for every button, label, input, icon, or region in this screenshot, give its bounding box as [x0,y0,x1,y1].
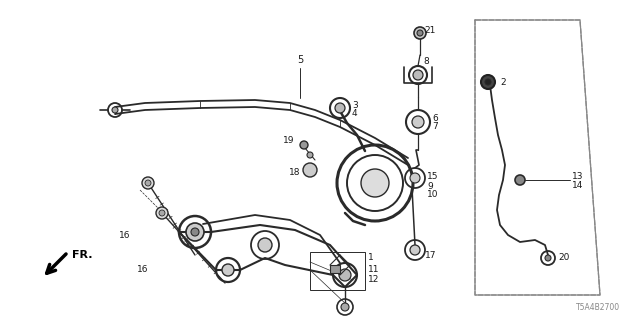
Bar [330,265,340,273]
Circle shape [300,141,308,149]
Circle shape [191,228,199,236]
Circle shape [414,27,426,39]
Circle shape [545,255,551,261]
Circle shape [410,173,420,183]
Text: 2: 2 [500,77,506,86]
Text: 19: 19 [282,135,294,145]
Text: 6: 6 [432,114,438,123]
Text: 7: 7 [432,122,438,131]
Text: 16: 16 [118,230,130,239]
Text: 5: 5 [297,55,303,65]
Text: 20: 20 [558,253,570,262]
Circle shape [339,269,351,281]
Circle shape [307,152,313,158]
Circle shape [410,245,420,255]
Circle shape [156,207,168,219]
Text: 17: 17 [425,251,436,260]
Text: 21: 21 [424,26,435,35]
Circle shape [258,238,272,252]
Circle shape [515,175,525,185]
Text: 13: 13 [572,172,584,180]
Circle shape [303,163,317,177]
Text: 8: 8 [423,57,429,66]
Text: 16: 16 [136,266,148,275]
Circle shape [361,169,389,197]
Circle shape [412,116,424,128]
Text: 1: 1 [368,253,374,262]
Circle shape [222,264,234,276]
Text: 12: 12 [368,276,380,284]
Text: 15: 15 [427,172,438,180]
Circle shape [481,75,495,89]
Circle shape [485,79,491,85]
Circle shape [112,107,118,113]
Text: 4: 4 [352,108,358,117]
Circle shape [335,103,345,113]
Bar [310,252,365,290]
Circle shape [413,70,423,80]
Text: 11: 11 [368,266,380,275]
Circle shape [145,180,151,186]
Circle shape [159,210,165,216]
Text: T5A4B2700: T5A4B2700 [576,303,620,313]
Text: FR.: FR. [72,250,93,260]
Circle shape [142,177,154,189]
Circle shape [417,30,423,36]
Text: 10: 10 [427,189,438,198]
Text: 18: 18 [289,167,300,177]
Text: 3: 3 [352,100,358,109]
Text: 9: 9 [427,181,433,190]
Circle shape [341,303,349,311]
Circle shape [186,223,204,241]
Text: 14: 14 [572,180,584,189]
